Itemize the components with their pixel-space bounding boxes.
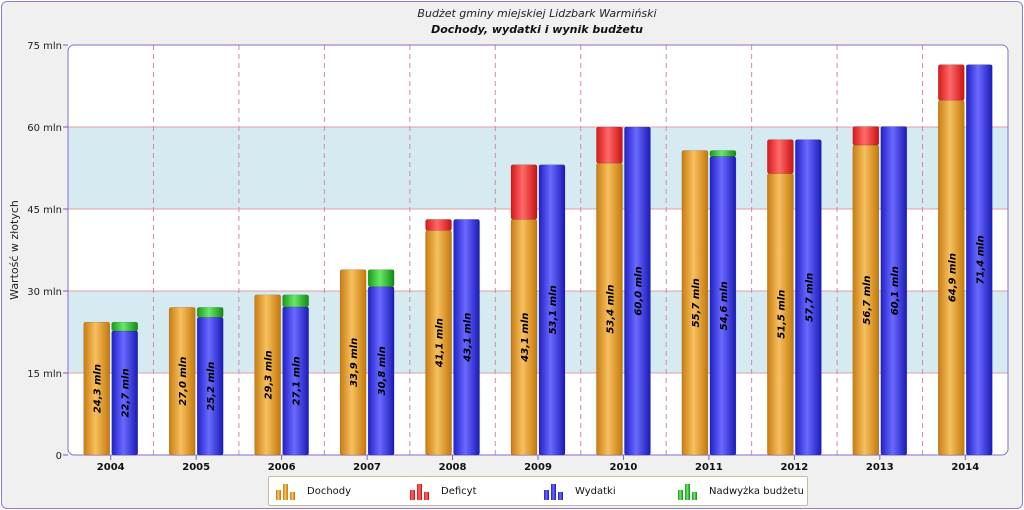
- x-tick-label: 2013: [866, 462, 894, 473]
- data-label-wydatki: 57,7 mln: [804, 273, 815, 322]
- bar-deficyt: [852, 126, 880, 146]
- x-tick-label: 2008: [439, 462, 467, 473]
- bar-dochody: [83, 321, 110, 456]
- bar-deficyt: [938, 64, 965, 101]
- y-tick-label: 60 mln: [27, 123, 62, 134]
- x-tick-label: 2004: [97, 462, 125, 473]
- data-label-dochody: 55,7 mln: [691, 278, 702, 327]
- legend-label-nadwyzka: Nadwyżka budżetu: [709, 485, 804, 497]
- data-label-dochody: 64,9 mln: [947, 253, 958, 302]
- data-label-wydatki: 53,1 mln: [548, 285, 559, 334]
- data-label-wydatki: 60,0 mln: [633, 266, 644, 315]
- data-label-dochody: 41,1 mln: [435, 318, 446, 368]
- data-label-wydatki: 54,6 mln: [719, 281, 730, 330]
- data-label-wydatki: 60,1 mln: [890, 266, 901, 315]
- x-tick-label: 2005: [182, 462, 210, 473]
- legend-label-dochody: Dochody: [307, 485, 352, 497]
- y-tick-label: 75 mln: [27, 41, 62, 52]
- y-tick-label: 30 mln: [27, 287, 62, 298]
- data-label-dochody: 27,0 mln: [178, 357, 189, 406]
- x-axis-ticks: 2004 2005 2006 2007 2008 2009 2010 2011 2012 2013…: [97, 455, 979, 473]
- x-tick-label: 2007: [353, 462, 381, 473]
- bar-deficyt: [767, 139, 794, 174]
- legend-item-dochody[interactable]: Dochody: [275, 481, 351, 501]
- bar-wydatki: [795, 139, 822, 456]
- legend-swatch-dochody-icon: [276, 484, 295, 500]
- bar-deficyt: [510, 164, 538, 220]
- budget-chart: Budżet gminy miejskiej Lidzbark Warmińsk…: [8, 7, 1009, 473]
- data-label-wydatki: 22,7 mln: [121, 368, 132, 417]
- bar-nadwyzka: [709, 150, 737, 157]
- bar-deficyt: [596, 126, 623, 164]
- legend-swatch-deficyt-icon: [410, 484, 429, 500]
- bar-wydatki: [453, 219, 480, 456]
- bar-wydatki: [538, 164, 566, 456]
- legend-label-deficyt: Deficyt: [441, 485, 477, 497]
- legend-swatch-wydatki-icon: [544, 484, 563, 500]
- legend: Dochody Deficyt Wydatki Nadwyżka budżetu: [268, 476, 808, 506]
- data-label-dochody: 56,7 mln: [862, 275, 873, 324]
- data-label-dochody: 33,9 mln: [349, 338, 360, 387]
- bar-nadwyzka: [282, 294, 309, 308]
- legend-item-deficyt[interactable]: Deficyt: [409, 481, 477, 501]
- bar-nadwyzka: [196, 307, 224, 318]
- bar-deficyt: [425, 219, 452, 231]
- x-tick-label: 2011: [695, 462, 723, 473]
- bar-wydatki: [966, 64, 993, 456]
- y-tick-label: 45 mln: [27, 205, 62, 216]
- y-axis-ticks: 0 15 mln 30 mln 45 mln 60 mln 75 mln: [27, 41, 68, 462]
- data-label-wydatki: 71,4 mln: [975, 235, 986, 284]
- x-tick-label: 2006: [268, 462, 296, 473]
- y-axis-label: Wartość w złotych: [8, 200, 21, 300]
- data-label-wydatki: 25,2 mln: [206, 362, 217, 411]
- bar-dochody: [681, 150, 709, 456]
- legend-item-nadwyzka[interactable]: Nadwyżka budżetu: [677, 481, 804, 501]
- x-tick-label: 2014: [951, 462, 979, 473]
- y-tick-label: 15 mln: [27, 369, 62, 380]
- bar-dochody: [339, 269, 367, 456]
- data-label-wydatki: 43,1 mln: [463, 313, 474, 363]
- bar-wydatki: [880, 126, 908, 456]
- data-label-wydatki: 27,1 mln: [292, 356, 303, 405]
- chart-subtitle: Dochody, wydatki i wynik budżetu: [431, 23, 643, 36]
- data-label-dochody: 53,4 mln: [605, 284, 616, 333]
- bar-wydatki: [367, 286, 395, 456]
- bar-nadwyzka: [111, 321, 138, 332]
- bars: 24,3 mln 22,7 mln 27,0 mln 25,2 mln 29,3 mln…: [83, 64, 993, 456]
- x-tick-label: 2009: [524, 462, 552, 473]
- data-label-dochody: 24,3 mln: [93, 364, 104, 413]
- data-label-wydatki: 30,8 mln: [377, 346, 388, 395]
- bar-dochody: [168, 307, 196, 456]
- data-label-dochody: 43,1 mln: [520, 313, 531, 363]
- x-tick-label: 2012: [780, 462, 808, 473]
- bar-wydatki: [624, 126, 651, 456]
- legend-label-wydatki: Wydatki: [575, 485, 616, 497]
- plot-area: [68, 45, 1008, 455]
- data-label-dochody: 29,3 mln: [264, 350, 275, 399]
- legend-swatch-nadwyzka-icon: [678, 484, 697, 500]
- plot-band: [68, 291, 1008, 373]
- bar-dochody: [254, 294, 281, 456]
- legend-item-wydatki[interactable]: Wydatki: [543, 481, 616, 501]
- plot-band: [68, 127, 1008, 209]
- x-tick-label: 2010: [610, 462, 638, 473]
- plot-bands: [68, 127, 1008, 373]
- horizontal-gridlines: [68, 126, 1008, 374]
- chart-title: Budżet gminy miejskiej Lidzbark Warmińsk…: [417, 7, 656, 20]
- y-tick-label: 0: [56, 451, 62, 462]
- data-label-dochody: 51,5 mln: [776, 290, 787, 339]
- bar-nadwyzka: [367, 269, 395, 287]
